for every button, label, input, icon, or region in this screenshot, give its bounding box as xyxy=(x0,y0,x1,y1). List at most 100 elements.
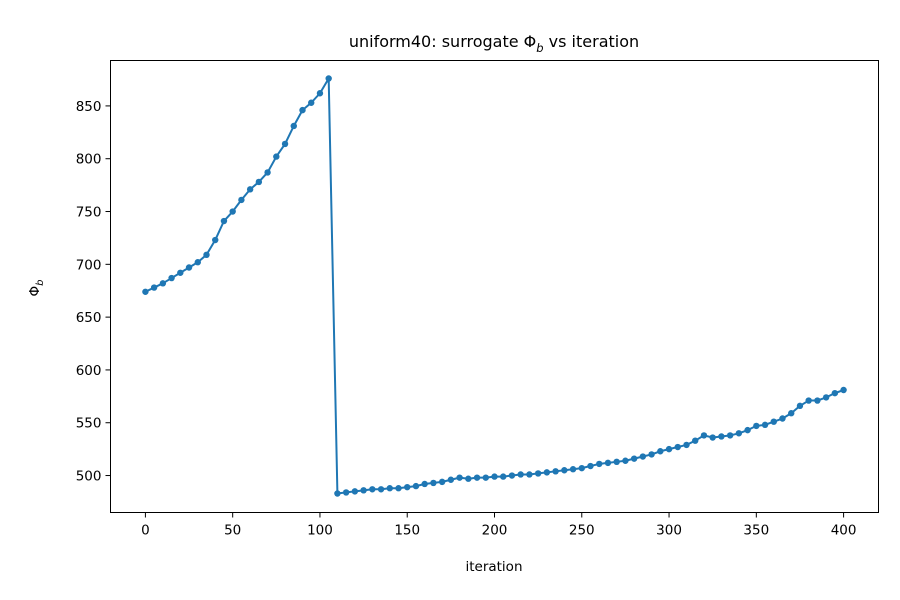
data-point xyxy=(543,469,551,476)
data-point xyxy=(726,432,734,439)
data-point xyxy=(517,471,524,478)
data-point xyxy=(805,397,812,404)
y-tick-label: 800 xyxy=(76,152,102,168)
data-point xyxy=(779,415,786,422)
data-point xyxy=(246,186,254,193)
data-point xyxy=(150,284,158,291)
data-point xyxy=(447,476,455,483)
chart-title: uniform40: surrogate Φb vs iteration xyxy=(349,32,639,55)
y-tick-label: 750 xyxy=(76,205,102,221)
data-point xyxy=(561,467,568,474)
data-point xyxy=(796,402,804,410)
data-point xyxy=(412,482,420,490)
y-axis: 500 550 600 650 700 750 800 850 xyxy=(76,99,111,485)
data-point xyxy=(316,90,324,97)
data-point xyxy=(386,485,393,492)
y-tick-label: 650 xyxy=(76,310,102,326)
data-point xyxy=(229,208,236,215)
data-point xyxy=(508,472,516,479)
data-point xyxy=(281,140,289,148)
y-tick-label: 500 xyxy=(76,469,102,485)
data-point xyxy=(578,464,585,472)
chart-title-main: uniform40: surrogate Φ xyxy=(349,32,536,51)
data-point xyxy=(735,430,743,437)
data-point xyxy=(334,490,341,497)
y-axis-label-main: Φ xyxy=(27,286,43,297)
data-point xyxy=(569,466,577,473)
data-point xyxy=(220,217,228,225)
data-point xyxy=(308,99,315,106)
data-point xyxy=(421,480,428,488)
plot-frame xyxy=(110,60,879,513)
y-tick-label: 600 xyxy=(76,363,102,379)
data-point xyxy=(657,448,664,455)
data-point xyxy=(744,426,751,434)
data-point xyxy=(264,169,271,176)
data-point xyxy=(456,474,463,481)
data-point xyxy=(761,421,769,429)
data-point xyxy=(159,280,167,287)
x-tick-label: 400 xyxy=(831,523,857,539)
x-tick-label: 250 xyxy=(569,523,595,539)
x-tick-label: 150 xyxy=(394,523,420,539)
data-point xyxy=(351,488,359,495)
x-tick-label: 300 xyxy=(656,523,682,539)
y-tick-label: 850 xyxy=(76,99,102,115)
x-tick-label: 0 xyxy=(141,523,150,539)
data-point xyxy=(587,462,594,470)
chart-title-subscript: b xyxy=(536,41,543,55)
plot-area xyxy=(142,75,847,497)
x-tick-label: 50 xyxy=(224,523,241,539)
x-tick-label: 350 xyxy=(743,523,769,539)
data-point xyxy=(639,453,647,460)
data-point xyxy=(683,441,690,449)
data-point xyxy=(500,473,507,480)
data-point xyxy=(473,474,481,481)
data-point xyxy=(831,389,839,397)
data-point xyxy=(788,410,795,417)
data-point xyxy=(596,460,603,468)
y-tick-label: 550 xyxy=(76,416,102,432)
data-point xyxy=(395,485,402,492)
data-point xyxy=(360,487,367,494)
data-point xyxy=(753,422,760,430)
data-point xyxy=(604,459,612,467)
data-point xyxy=(822,394,830,401)
data-point xyxy=(552,468,559,475)
data-point xyxy=(273,153,280,160)
data-point xyxy=(404,483,411,491)
data-point xyxy=(430,479,437,487)
data-point xyxy=(212,236,219,244)
x-tick-label: 100 xyxy=(307,523,333,539)
data-point xyxy=(142,288,149,295)
data-point xyxy=(613,458,620,466)
x-axis-label: iteration xyxy=(465,559,522,575)
x-tick-label: 200 xyxy=(482,523,508,539)
data-point xyxy=(665,445,673,453)
data-point xyxy=(203,251,210,259)
chart-title-rest: vs iteration xyxy=(544,32,640,51)
data-point xyxy=(482,474,489,481)
data-point xyxy=(290,122,297,130)
data-point xyxy=(194,259,201,266)
data-point xyxy=(622,457,629,464)
data-point xyxy=(238,196,245,204)
data-point xyxy=(526,471,533,478)
data-point xyxy=(692,437,699,444)
data-point xyxy=(299,106,306,114)
data-point xyxy=(438,478,446,486)
data-point xyxy=(840,386,847,394)
data-point xyxy=(630,455,638,462)
data-point xyxy=(465,475,472,482)
data-point xyxy=(185,264,193,271)
data-point xyxy=(709,434,716,441)
x-axis: 0 50 100 150 200 250 300 350 400 xyxy=(141,512,857,539)
data-point xyxy=(342,489,350,496)
data-point xyxy=(534,470,542,477)
data-point xyxy=(177,269,184,276)
y-axis-label: Φb xyxy=(27,280,46,297)
y-axis-label-subscript: b xyxy=(35,280,46,286)
data-point xyxy=(718,433,725,440)
data-point xyxy=(255,178,263,186)
